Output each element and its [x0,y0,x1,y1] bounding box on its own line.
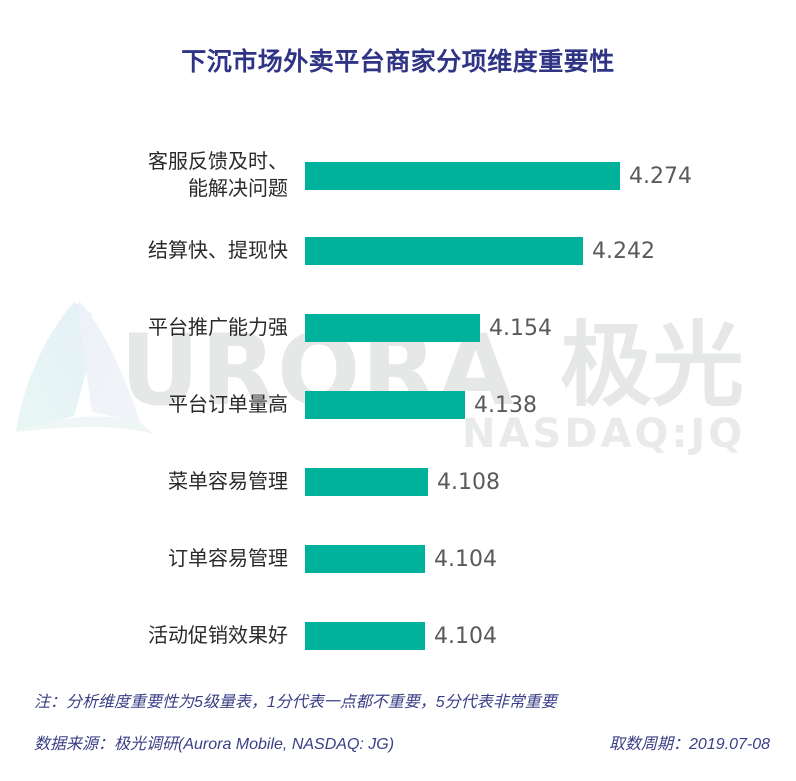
bar-group: 4.104 [305,622,497,650]
bar-row: 客服反馈及时、 能解决问题 4.274 [0,148,796,204]
bar-value-label: 4.242 [592,238,655,264]
bar-row: 平台订单量高 4.138 [0,377,796,433]
chart-title: 下沉市场外卖平台商家分项维度重要性 [181,48,615,76]
bar[interactable] [305,162,620,190]
bar-group: 4.274 [305,162,692,190]
bar-row: 平台推广能力强 4.154 [0,300,796,356]
bar[interactable] [305,391,465,419]
category-label: 客服反馈及时、 能解决问题 [148,151,288,200]
category-label: 订单容易管理 [168,547,288,570]
bar[interactable] [305,314,480,342]
bar-chart-plot: 客服反馈及时、 能解决问题 4.274 结算快、提现快 4.242 平台推广能力… [0,148,796,668]
bar[interactable] [305,237,583,265]
category-label: 平台订单量高 [168,393,288,416]
bar-group: 4.138 [305,391,537,419]
bar-value-label: 4.274 [629,163,692,189]
bar-value-label: 4.108 [437,469,500,495]
bar-value-label: 4.104 [434,623,497,649]
bar-value-label: 4.138 [474,392,537,418]
bar-row: 菜单容易管理 4.108 [0,454,796,510]
footnote-period: 取数周期：2019.07-08 [609,736,770,753]
bar[interactable] [305,468,428,496]
bar-row: 活动促销效果好 4.104 [0,608,796,664]
bar-value-label: 4.154 [489,315,552,341]
bar-group: 4.242 [305,237,655,265]
bar[interactable] [305,622,425,650]
bar-group: 4.154 [305,314,552,342]
bar-group: 4.104 [305,545,497,573]
category-label: 活动促销效果好 [148,624,288,647]
category-label: 菜单容易管理 [168,470,288,493]
bar-group: 4.108 [305,468,500,496]
footnote-scale-note: 注：分析维度重要性为5级量表，1分代表一点都不重要，5分代表非常重要 [34,694,557,711]
bar-row: 结算快、提现快 4.242 [0,223,796,279]
bar-value-label: 4.104 [434,546,497,572]
category-label: 平台推广能力强 [148,316,288,339]
bar[interactable] [305,545,425,573]
footnote-source: 数据来源：极光调研(Aurora Mobile, NASDAQ: JG) [34,736,395,753]
category-label: 结算快、提现快 [148,239,288,262]
bar-row: 订单容易管理 4.104 [0,531,796,587]
